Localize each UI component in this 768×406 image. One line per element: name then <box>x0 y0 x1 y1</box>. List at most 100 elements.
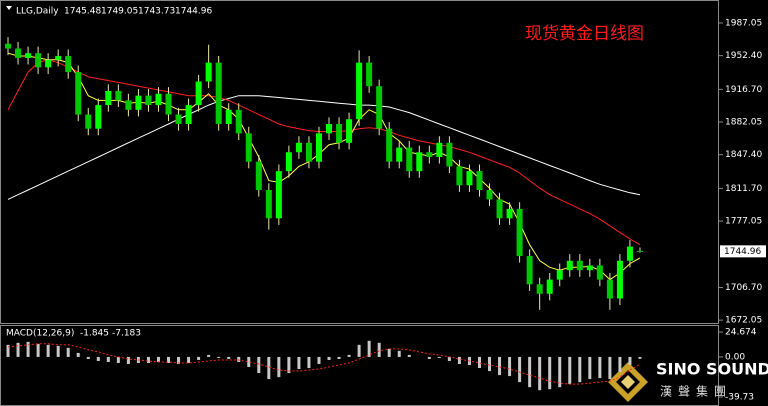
macd-bar <box>177 356 181 364</box>
candle-body <box>526 256 533 285</box>
candle-body <box>155 93 162 106</box>
main-frame <box>0 0 719 324</box>
candle-body <box>436 142 443 157</box>
candle-body <box>536 284 543 294</box>
macd-bar <box>116 356 120 363</box>
macd-bar <box>377 342 381 357</box>
macd-bar <box>528 356 532 388</box>
macd-bar <box>477 356 481 369</box>
chart-title: 现货黄金日线图 <box>525 24 644 44</box>
close-value: 1744.96 <box>175 7 212 17</box>
macd-bar <box>46 344 50 357</box>
macd-bar <box>518 356 522 383</box>
macd-bar <box>508 356 512 377</box>
y-tick-label: 1777.05 <box>725 217 762 227</box>
macd-bar <box>307 356 311 369</box>
macd-bar <box>227 356 231 359</box>
macd-value: -1.845 <box>80 329 109 339</box>
candle-body <box>466 171 473 186</box>
high-value: 1749.05 <box>101 7 138 17</box>
y-tick-label: 1847.40 <box>725 150 762 160</box>
macd-title: MACD(12,26,9) <box>6 329 74 339</box>
candle-body <box>135 95 142 110</box>
candle-body <box>45 59 52 68</box>
macd-bar <box>66 347 70 357</box>
candle-body <box>576 260 583 271</box>
candle-body <box>636 250 643 252</box>
macd-bar <box>447 356 451 361</box>
candle-body <box>35 53 42 68</box>
macd-bar <box>367 340 371 357</box>
candle-body <box>205 62 212 82</box>
candle-body <box>496 199 503 219</box>
candle-body <box>265 189 272 219</box>
current-price: 1744.96 <box>724 247 761 257</box>
candle-body <box>125 100 132 110</box>
logo-icon <box>608 362 648 402</box>
candle-body <box>315 133 322 162</box>
candle-body <box>416 152 423 172</box>
candle-body <box>235 109 242 134</box>
candle-body <box>95 105 102 129</box>
logo-name: SINO SOUND <box>656 360 768 379</box>
open-value: 1745.48 <box>64 7 101 17</box>
candle-body <box>75 72 82 115</box>
candle-body <box>376 86 383 129</box>
macd-bar <box>6 344 10 357</box>
signal-line <box>7 343 641 385</box>
candle-body <box>255 161 262 190</box>
macd-bar <box>638 356 642 359</box>
macd-bar <box>437 356 441 358</box>
macd-bar <box>488 356 492 372</box>
candle-body <box>476 171 483 190</box>
candle-body <box>336 123 343 143</box>
macd-bar <box>187 356 191 363</box>
y-tick-label: 1672.05 <box>725 316 762 326</box>
macd-bar <box>427 356 431 359</box>
candle-body <box>586 265 593 271</box>
candle-body <box>426 152 433 157</box>
candle-body <box>115 90 122 101</box>
macd-bar <box>76 352 80 357</box>
macd-bar <box>257 356 261 374</box>
price-label-box <box>720 245 766 258</box>
macd-bar <box>36 343 40 357</box>
macd-bar <box>247 356 251 368</box>
macd-bar <box>347 354 351 357</box>
macd-bar <box>237 356 241 362</box>
macd-bar <box>277 356 281 378</box>
candle-body <box>65 56 72 73</box>
macd-bar <box>457 356 461 364</box>
macd-bar <box>538 356 542 391</box>
y-tick-label: 1952.40 <box>725 51 762 61</box>
macd-bar <box>598 356 602 379</box>
candle-body <box>506 208 513 219</box>
moving-average <box>7 59 641 246</box>
macd-bar <box>618 356 622 373</box>
macd-bar <box>387 348 391 357</box>
macd-bar <box>287 356 291 374</box>
macd-bar <box>558 356 562 388</box>
macd-bar <box>568 356 572 385</box>
candle-body <box>346 119 353 143</box>
candle-body <box>616 260 623 299</box>
macd-bar <box>56 345 60 357</box>
macd-bar <box>337 356 341 359</box>
candle-body <box>566 260 573 271</box>
candle-body <box>55 56 62 60</box>
candle-body <box>85 114 92 129</box>
macd-bar <box>548 356 552 390</box>
macd-bar <box>327 356 331 360</box>
y-tick-label: 0.00 <box>725 352 745 362</box>
candle-body <box>285 152 292 172</box>
macd-bar <box>96 356 100 361</box>
y-tick-label: 1706.70 <box>725 283 762 293</box>
candle-body <box>486 189 493 200</box>
candle-body <box>145 95 152 106</box>
macd-bar <box>126 356 130 364</box>
candle-body <box>25 53 32 58</box>
moving-average <box>7 95 641 200</box>
symbol: LLG,Daily <box>16 7 59 17</box>
candle-body <box>185 105 192 124</box>
candle-body <box>225 109 232 124</box>
